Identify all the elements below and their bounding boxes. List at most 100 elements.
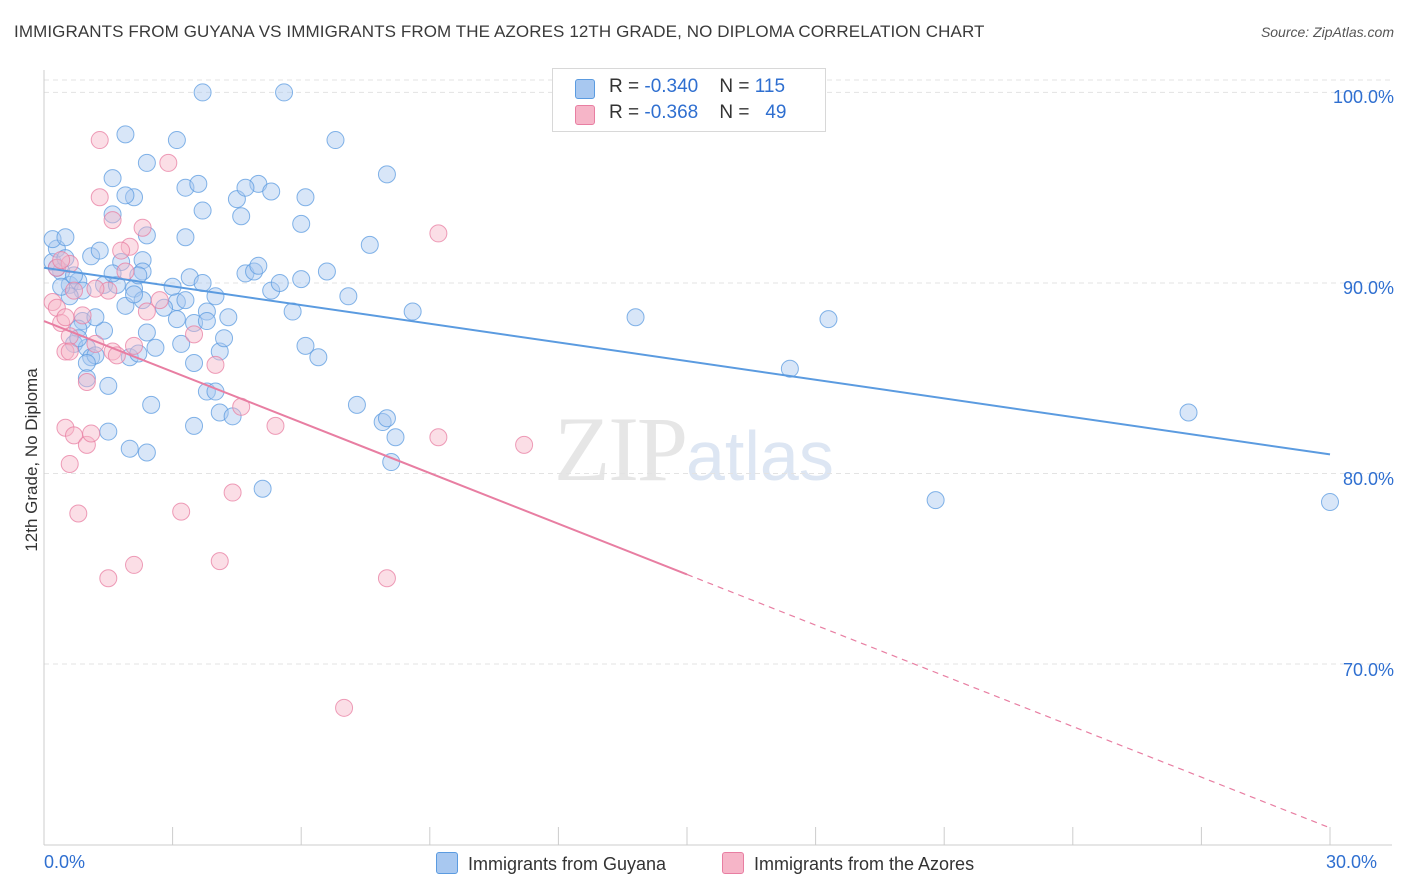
data-point-guyana — [185, 353, 204, 372]
data-point-guyana — [296, 188, 315, 207]
data-point-guyana — [77, 369, 96, 388]
data-point-guyana — [116, 186, 135, 205]
data-point-azores — [65, 281, 84, 300]
data-point-guyana — [360, 235, 379, 254]
data-point-azores — [159, 153, 178, 172]
data-point-azores — [82, 424, 101, 443]
y-tick-label-90: 90.0% — [1342, 278, 1394, 298]
data-point-guyana — [1179, 403, 1198, 422]
data-point-guyana — [1321, 493, 1339, 512]
data-point-azores — [125, 336, 144, 355]
data-point-azores — [90, 131, 109, 150]
data-point-guyana — [377, 409, 396, 428]
data-point-guyana — [137, 443, 156, 462]
data-point-guyana — [142, 395, 161, 414]
data-point-guyana — [185, 416, 204, 435]
legend-r-value: -0.340 — [644, 76, 699, 97]
data-point-azores — [133, 218, 152, 237]
bottom-legend-swatch-azores — [722, 852, 744, 874]
data-point-guyana — [103, 169, 122, 188]
trend-line-extension-azores — [686, 573, 1331, 829]
data-point-azores — [172, 502, 191, 521]
data-point-guyana — [236, 178, 255, 197]
bottom-legend-label-guyana: Immigrants from Guyana — [468, 854, 667, 874]
data-point-azores — [150, 291, 169, 310]
data-point-guyana — [125, 285, 144, 304]
data-point-guyana — [403, 302, 422, 321]
data-point-guyana — [56, 228, 75, 247]
legend-swatch-azores — [575, 105, 595, 125]
data-point-guyana — [116, 125, 135, 144]
data-point-guyana — [262, 182, 281, 201]
legend-swatch-guyana — [575, 79, 595, 99]
data-point-guyana — [232, 207, 251, 226]
data-point-guyana — [146, 338, 165, 357]
data-point-guyana — [95, 321, 114, 340]
data-point-guyana — [197, 302, 216, 321]
data-point-guyana — [176, 291, 195, 310]
data-point-guyana — [90, 241, 109, 260]
watermark-atlas: atlas — [686, 417, 834, 495]
data-point-azores — [86, 279, 105, 298]
data-point-azores — [515, 435, 534, 454]
data-point-guyana — [103, 205, 122, 224]
data-point-azores — [56, 308, 75, 327]
data-point-guyana — [167, 131, 186, 150]
data-point-azores — [90, 188, 109, 207]
data-point-guyana — [197, 312, 216, 331]
data-point-azores — [52, 251, 71, 270]
data-point-guyana — [296, 336, 315, 355]
y-axis-label: 12th Grade, No Diploma — [22, 368, 41, 552]
data-point-guyana — [189, 174, 208, 193]
legend-n-value: 49 — [765, 102, 787, 123]
data-point-guyana — [172, 334, 191, 353]
bottom-legend-label-azores: Immigrants from the Azores — [754, 854, 975, 874]
data-point-guyana — [292, 270, 311, 289]
data-point-guyana — [326, 131, 345, 150]
legend-n-value: 115 — [754, 76, 786, 97]
y-tick-label-100: 100.0% — [1332, 87, 1394, 107]
data-point-guyana — [819, 310, 838, 329]
watermark: ZIPatlas — [554, 396, 834, 502]
legend-r-value: -0.368 — [644, 102, 699, 123]
data-point-guyana — [309, 348, 328, 367]
data-point-guyana — [275, 83, 294, 102]
data-point-guyana — [253, 479, 272, 498]
data-point-azores — [60, 342, 79, 361]
chart-title: IMMIGRANTS FROM GUYANA VS IMMIGRANTS FRO… — [14, 22, 985, 41]
legend-r-label: R = — [609, 76, 645, 97]
data-point-guyana — [347, 395, 366, 414]
data-point-guyana — [339, 287, 358, 306]
data-point-guyana — [206, 287, 225, 306]
data-point-azores — [116, 262, 135, 281]
data-point-guyana — [317, 262, 336, 281]
data-point-guyana — [292, 214, 311, 233]
data-point-azores — [103, 211, 122, 230]
data-point-azores — [77, 435, 96, 454]
data-point-guyana — [99, 422, 118, 441]
legend-r-label: R = — [609, 102, 645, 123]
data-point-azores — [137, 302, 156, 321]
data-point-guyana — [210, 342, 229, 361]
data-point-guyana — [219, 308, 238, 327]
data-point-azores — [56, 342, 75, 361]
watermark-zip: ZIP — [554, 398, 688, 500]
data-point-guyana — [137, 153, 156, 172]
data-point-azores — [335, 698, 354, 717]
data-point-guyana — [176, 228, 195, 247]
data-point-guyana — [215, 329, 234, 348]
data-point-azores — [223, 483, 242, 502]
data-point-guyana — [107, 275, 126, 294]
bottom-legend-azores: Immigrants from the Azores — [722, 852, 974, 876]
data-point-guyana — [386, 428, 405, 447]
correlation-legend: R = -0.340 N = 115 R = -0.368 N = 49 — [552, 68, 826, 132]
data-point-guyana — [626, 308, 645, 327]
data-point-azores — [429, 224, 448, 243]
data-point-guyana — [926, 491, 945, 510]
data-point-azores — [185, 325, 204, 344]
data-point-guyana — [780, 359, 799, 378]
y-tick-label-80: 80.0% — [1342, 469, 1394, 489]
x-tick-label-max: 30.0% — [1326, 852, 1378, 872]
data-point-azores — [77, 373, 96, 392]
